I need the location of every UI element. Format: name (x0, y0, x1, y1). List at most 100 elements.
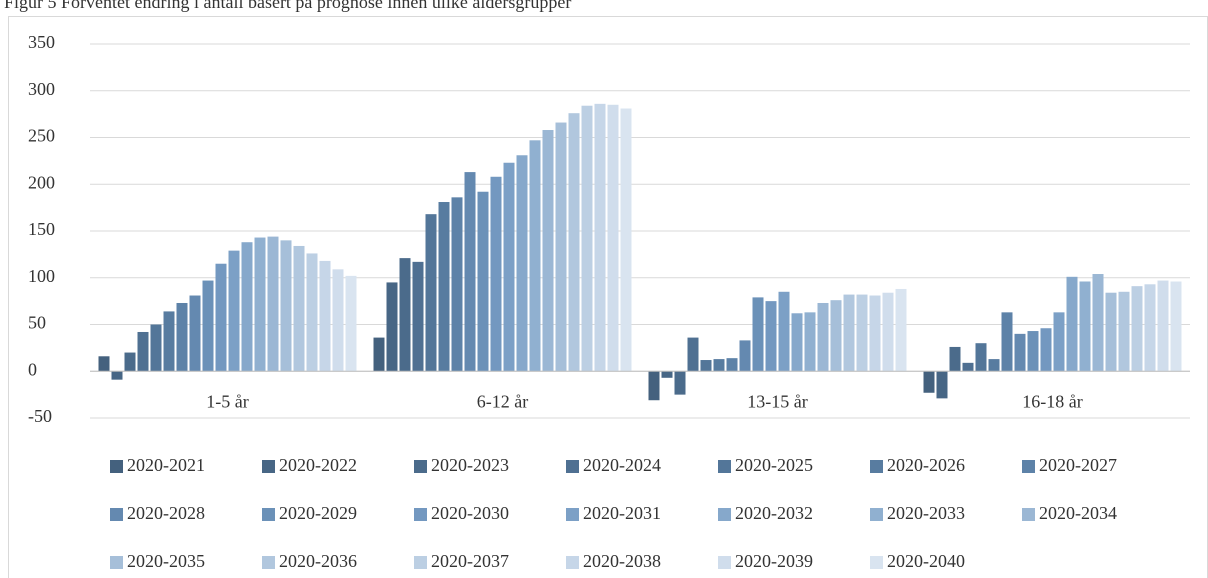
bar (1170, 281, 1182, 372)
bar (765, 301, 777, 372)
bar (451, 197, 463, 372)
legend-label: 2020-2029 (279, 503, 357, 523)
legend-swatch (870, 508, 883, 521)
legend-swatch (1022, 508, 1035, 521)
legend-label: 2020-2040 (887, 551, 965, 571)
bar (399, 258, 411, 372)
bar (739, 340, 751, 372)
bar (163, 311, 175, 372)
bar (189, 295, 201, 372)
bar (843, 294, 855, 372)
bar (1079, 281, 1091, 372)
bar (607, 104, 619, 372)
legend-label: 2020-2030 (431, 503, 509, 523)
legend-swatch (566, 508, 579, 521)
bar (280, 240, 292, 372)
bar (791, 313, 803, 372)
bar (988, 359, 1000, 372)
bar (176, 302, 188, 372)
y-tick-label: 200 (28, 172, 55, 192)
bar (386, 282, 398, 372)
bar (490, 176, 502, 372)
bar (726, 358, 738, 372)
bar (98, 356, 110, 372)
bar (1053, 312, 1065, 372)
bar (594, 103, 606, 372)
bar (438, 202, 450, 372)
legend-label: 2020-2033 (887, 503, 965, 523)
legend-swatch (1022, 460, 1035, 473)
bar (542, 130, 554, 372)
bar (752, 297, 764, 372)
bar (1105, 292, 1117, 372)
bar (923, 371, 935, 393)
legend-swatch (718, 460, 731, 473)
legend-label: 2020-2026 (887, 455, 965, 475)
legend-label: 2020-2036 (279, 551, 357, 571)
bar (254, 237, 266, 372)
legend-swatch (870, 556, 883, 569)
legend-label: 2020-2028 (127, 503, 205, 523)
y-tick-label: 0 (28, 359, 37, 379)
legend-swatch (110, 508, 123, 521)
bar (1027, 331, 1039, 372)
legend-label: 2020-2034 (1039, 503, 1117, 523)
bar (477, 191, 489, 372)
bar (581, 105, 593, 372)
legend-label: 2020-2023 (431, 455, 509, 475)
legend-swatch (414, 460, 427, 473)
bar (228, 250, 240, 372)
legend-swatch (566, 556, 579, 569)
bar (137, 331, 149, 372)
bar (529, 140, 541, 372)
y-tick-label: -50 (28, 406, 52, 426)
bar (674, 371, 686, 395)
x-tick-label: 1-5 år (206, 391, 248, 411)
bar (215, 263, 227, 372)
y-tick-label: 100 (28, 266, 55, 286)
bar (817, 302, 829, 372)
legend-label: 2020-2027 (1039, 455, 1117, 475)
bar (332, 269, 344, 372)
bar (150, 324, 162, 372)
bar (464, 172, 476, 372)
legend-swatch (262, 556, 275, 569)
bar (425, 214, 437, 372)
bar (1144, 284, 1156, 372)
bar (1118, 291, 1130, 372)
bar (373, 337, 385, 372)
bar (202, 280, 214, 372)
bar (936, 371, 948, 399)
bar (568, 113, 580, 372)
bar (1014, 333, 1026, 372)
bar (1157, 280, 1169, 372)
legend-swatch (870, 460, 883, 473)
bar (1131, 286, 1143, 372)
bar (516, 155, 528, 372)
legend-swatch (262, 460, 275, 473)
legend-label: 2020-2031 (583, 503, 661, 523)
bar (949, 346, 961, 372)
legend-swatch (110, 556, 123, 569)
legend-swatch (718, 508, 731, 521)
legend-swatch (414, 556, 427, 569)
bar (648, 371, 660, 401)
bar (661, 371, 673, 378)
bar (895, 288, 907, 372)
bar (1001, 312, 1013, 372)
bar (267, 236, 279, 372)
x-tick-label: 16-18 år (1022, 391, 1082, 411)
y-tick-label: 250 (28, 126, 55, 146)
bar (856, 294, 868, 372)
legend-label: 2020-2037 (431, 551, 509, 571)
bar (869, 295, 881, 372)
legend-label: 2020-2032 (735, 503, 813, 523)
bar (713, 359, 725, 372)
bar (778, 291, 790, 372)
bar (412, 261, 424, 372)
legend-label: 2020-2038 (583, 551, 661, 571)
bar (306, 253, 318, 372)
bar (830, 300, 842, 372)
legend-label: 2020-2035 (127, 551, 205, 571)
